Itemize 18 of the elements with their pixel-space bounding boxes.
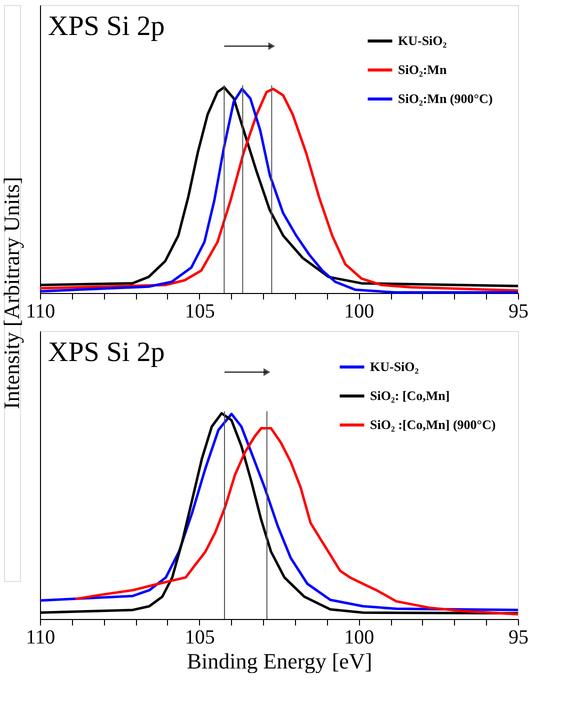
x-tick-label: 95 <box>508 300 528 322</box>
legend-label: SiO₂ :[Co,Mn] (900°C) <box>370 417 496 432</box>
x-tick-label: 105 <box>184 300 215 322</box>
legend-label: SiO₂: [Co,Mn] <box>370 388 450 403</box>
x-tick-label: 110 <box>26 300 56 322</box>
x-tick-label: 110 <box>26 626 56 648</box>
legend-label: SiO₂:Mn (900°C) <box>398 91 493 106</box>
legend-label: KU-SiO₂ <box>398 33 447 48</box>
legend-label: KU-SiO₂ <box>370 359 419 374</box>
chart-title: XPS Si 2p <box>48 337 165 368</box>
x-tick-label: 95 <box>508 626 528 648</box>
x-axis-title: Binding Energy [eV] <box>186 648 372 674</box>
chart-title: XPS Si 2p <box>48 11 165 42</box>
x-tick-label: 100 <box>344 626 374 648</box>
legend-label: SiO₂:Mn <box>398 62 448 77</box>
x-tick-label: 105 <box>184 626 215 648</box>
x-tick-label: 100 <box>344 300 374 322</box>
y-axis-title: Intensity [Arbitrary Units] <box>0 176 24 410</box>
